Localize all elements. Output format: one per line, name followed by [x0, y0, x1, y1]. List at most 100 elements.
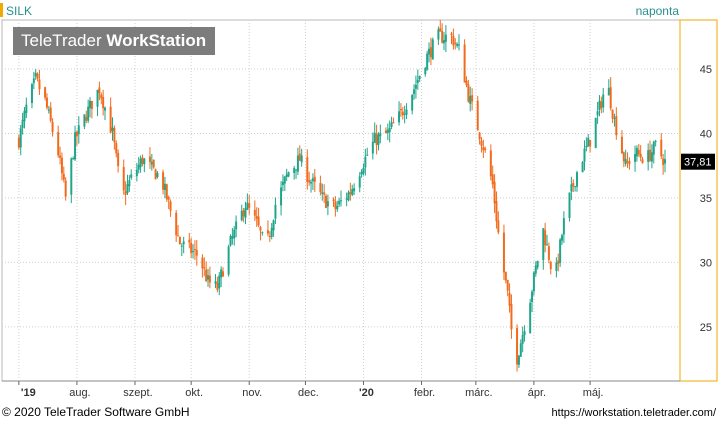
- candle-body: [443, 40, 446, 44]
- candle-body: [109, 106, 112, 133]
- candle-body: [72, 158, 75, 160]
- candle-body: [444, 34, 447, 42]
- candle-body: [493, 181, 496, 204]
- candle-body: [220, 269, 223, 278]
- candle-body: [190, 242, 193, 254]
- candle-body: [74, 132, 77, 160]
- candle-body: [323, 192, 326, 195]
- candle-body: [64, 180, 67, 197]
- candle-body: [130, 174, 133, 178]
- candle-body: [561, 235, 564, 241]
- candle-body: [306, 157, 309, 182]
- candle-body: [351, 188, 354, 195]
- candle-body: [325, 195, 328, 208]
- candle-body: [559, 239, 562, 263]
- x-tick-label: nov.: [242, 387, 262, 399]
- y-tick-label: 40: [700, 128, 712, 140]
- candle-body: [598, 100, 601, 110]
- candle-body: [452, 35, 455, 46]
- candle-body: [193, 249, 196, 251]
- candle-body: [246, 202, 249, 210]
- candle-body: [482, 147, 485, 151]
- candle-body: [227, 246, 230, 275]
- candle-body: [162, 172, 165, 190]
- candle-body: [59, 155, 62, 158]
- ticker-marker: [0, 3, 3, 17]
- y-tick-label: 45: [700, 64, 712, 76]
- candle-body: [148, 156, 151, 162]
- period-label[interactable]: naponta: [635, 4, 679, 18]
- candle-body: [313, 176, 316, 182]
- candle-body: [89, 100, 92, 109]
- candle-body: [122, 166, 125, 191]
- candle-body: [340, 200, 342, 202]
- watermark-brand-bold: WorkStation: [106, 31, 207, 50]
- candle-body: [401, 111, 404, 116]
- candle-body: [386, 129, 389, 134]
- candle-body: [572, 182, 575, 187]
- candle-body: [295, 169, 298, 171]
- x-tick-label: aug.: [69, 387, 90, 399]
- candle-body: [428, 48, 431, 55]
- last-price-marker: [681, 153, 715, 170]
- candle-body: [641, 159, 644, 164]
- candle-body: [259, 227, 262, 231]
- candle-body: [90, 100, 93, 109]
- candle-body: [504, 271, 507, 281]
- candle-body: [32, 78, 35, 84]
- candle-body: [231, 236, 234, 239]
- watermark-brand-light: TeleTrader: [21, 31, 102, 50]
- y-tick-label: 35: [700, 193, 712, 205]
- candle-body: [111, 127, 114, 131]
- x-tick-label: szept.: [123, 387, 152, 399]
- candle-body: [321, 192, 324, 194]
- candle-body: [366, 154, 369, 156]
- candle-body: [332, 199, 335, 202]
- candle-body: [615, 116, 618, 136]
- x-tick-label: '20: [359, 387, 374, 399]
- candle-body: [218, 275, 221, 289]
- candle-body: [253, 209, 256, 216]
- candle-body: [465, 80, 468, 86]
- copyright-text: © 2020 TeleTrader Software GmbH: [2, 405, 190, 419]
- candle-body: [594, 117, 597, 148]
- candle-body: [336, 205, 339, 210]
- candle-body: [124, 191, 127, 195]
- candle-body: [128, 180, 131, 187]
- candle-body: [388, 127, 391, 133]
- candle-body: [141, 157, 144, 164]
- candle-body: [441, 30, 444, 43]
- candle-body: [484, 148, 487, 150]
- candle-body: [398, 111, 401, 123]
- candle-body: [555, 262, 558, 271]
- y-tick-label: 30: [700, 257, 712, 269]
- candle-body: [497, 220, 500, 233]
- candle-body: [205, 269, 208, 282]
- candle-body: [60, 157, 63, 174]
- candle-body: [536, 260, 539, 268]
- candle-body: [508, 293, 511, 306]
- candle-body: [596, 111, 599, 116]
- candle-body: [36, 73, 39, 79]
- candle-body: [296, 155, 299, 172]
- candle-body: [25, 104, 28, 114]
- candle-body: [575, 172, 578, 187]
- candle-body: [244, 208, 247, 218]
- source-url[interactable]: https://workstation.teletrader.com/: [551, 407, 716, 419]
- candle-body: [126, 184, 129, 193]
- candle-body: [531, 291, 534, 302]
- candle-body: [532, 272, 535, 292]
- candle-body: [424, 68, 427, 75]
- candle-body: [607, 88, 610, 96]
- candle-body: [156, 173, 159, 177]
- candle-body: [175, 212, 178, 236]
- candle-body: [115, 142, 118, 154]
- candle-body: [600, 101, 603, 108]
- candle-body: [150, 161, 153, 165]
- candle-body: [222, 271, 225, 277]
- candle-body: [163, 183, 166, 191]
- candle-body: [557, 260, 560, 264]
- candle-body: [510, 303, 513, 330]
- candle-body: [17, 137, 20, 148]
